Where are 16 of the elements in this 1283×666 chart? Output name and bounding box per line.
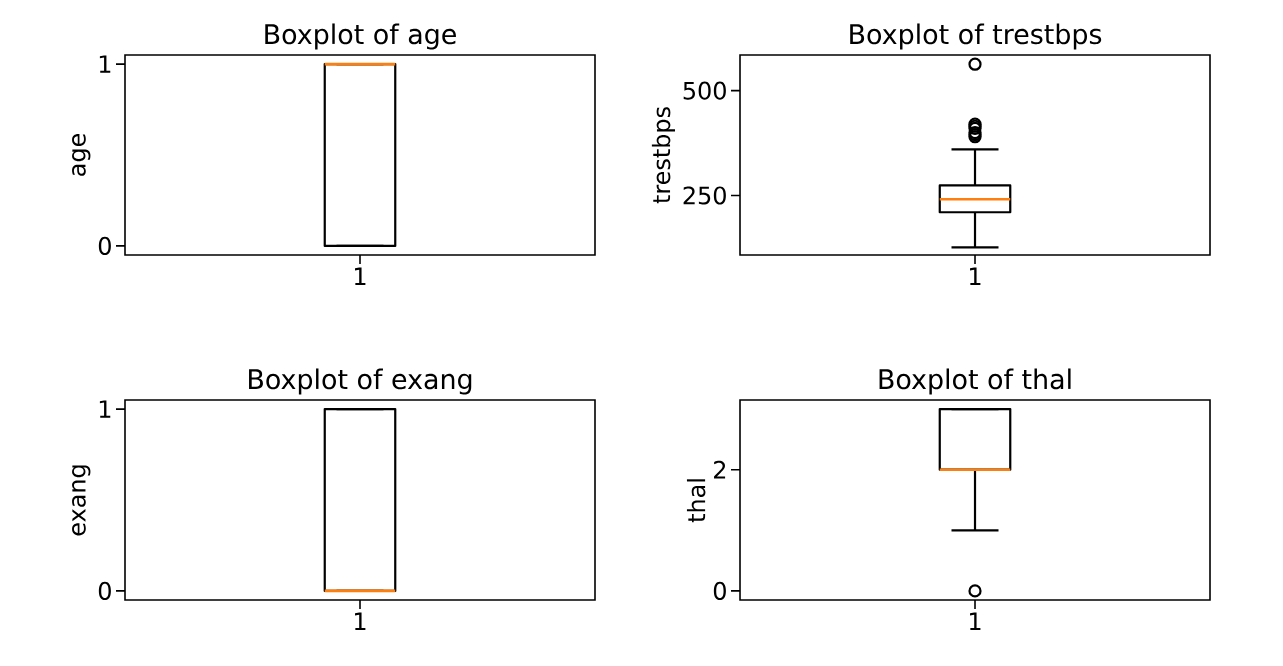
chart-title: Boxplot of exang — [249, 368, 472, 395]
chart-title: Boxplot of age — [265, 23, 456, 50]
y-tick-label: 2 — [714, 460, 726, 479]
y-tick-label: 0 — [98, 236, 111, 255]
y-tick-label: 0 — [98, 581, 111, 600]
y-tick-label: 1 — [99, 400, 111, 418]
y-axis-title: exang — [72, 465, 91, 536]
y-tick-label: 0 — [713, 581, 726, 600]
chart-title: Boxplot of thal — [879, 368, 1071, 395]
chart-title: Boxplot of trestbps — [850, 23, 1102, 50]
y-tick-label: 250 — [683, 186, 726, 205]
y-tick-label: 500 — [683, 81, 726, 100]
y-axis-title: age — [72, 133, 91, 176]
y-axis-title: thal — [686, 479, 706, 523]
y-axis-title: trestbps — [651, 107, 676, 204]
y-tick-label: 1 — [99, 55, 111, 73]
